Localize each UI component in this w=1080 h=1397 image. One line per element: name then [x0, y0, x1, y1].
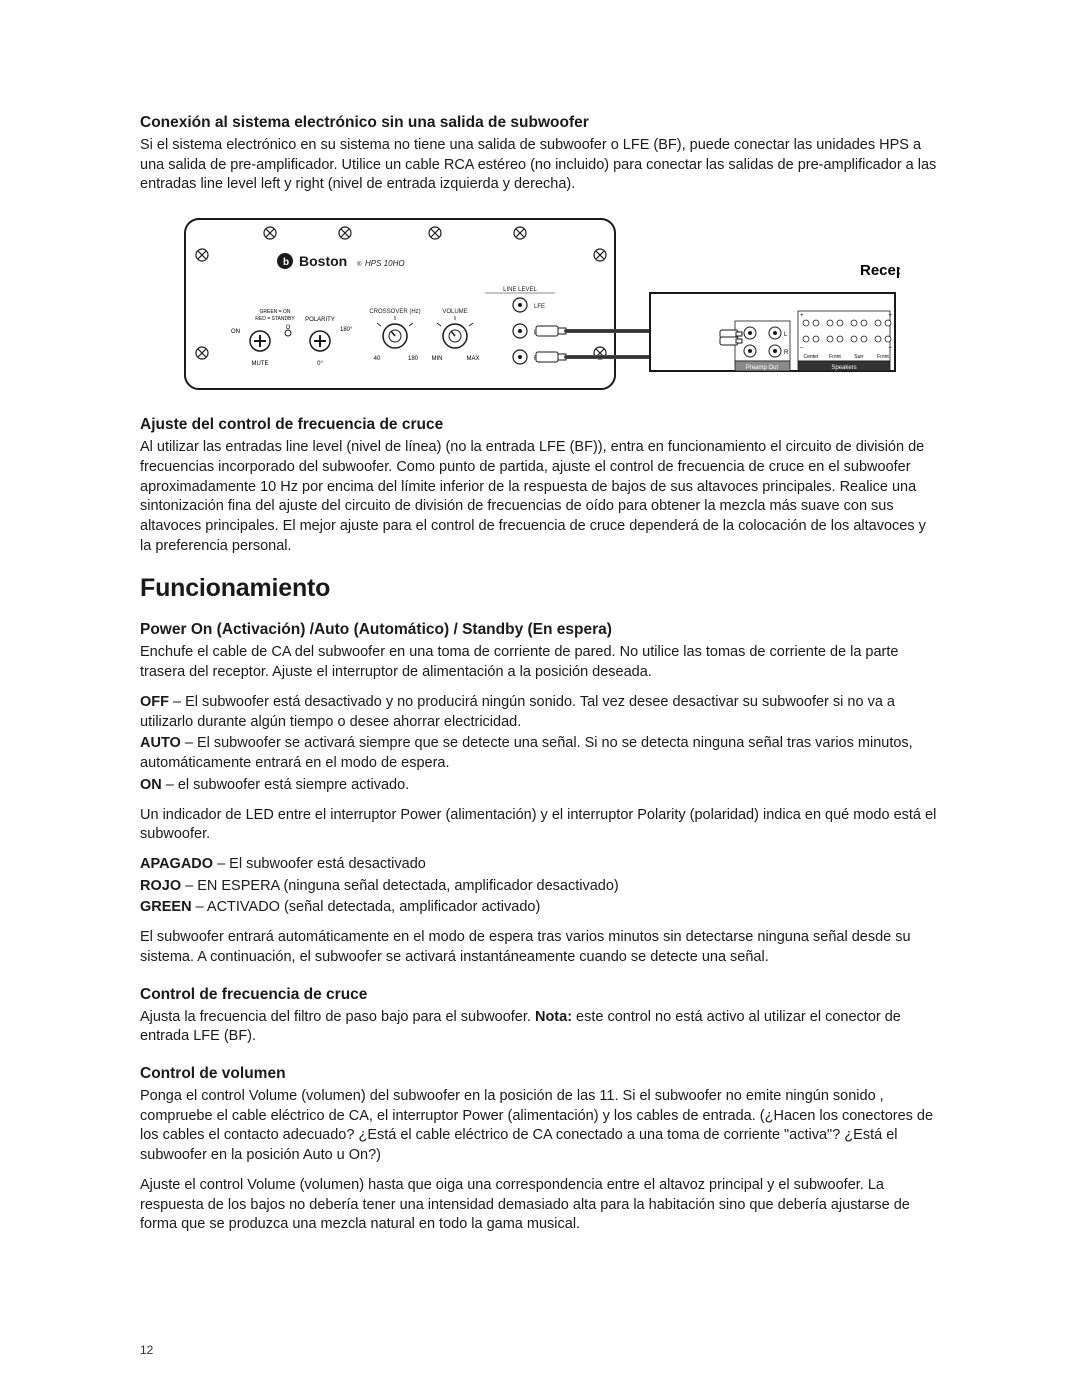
svg-text:LINE LEVEL: LINE LEVEL [503, 287, 537, 293]
section-heading-connection: Conexión al sistema electrónico sin una … [140, 114, 940, 132]
label-rojo: ROJO [140, 878, 181, 894]
svg-text:0°: 0° [317, 361, 323, 367]
svg-text:HPS 10HO: HPS 10HO [365, 259, 405, 268]
page-number: 12 [140, 1343, 153, 1357]
label-green: GREEN [140, 899, 192, 915]
svg-text:Center: Center [803, 354, 818, 360]
svg-text:Boston: Boston [299, 253, 347, 269]
svg-text:Preamp Out: Preamp Out [746, 365, 779, 371]
text-on: – el subwoofer está siempre activado. [162, 777, 409, 793]
svg-text:180: 180 [408, 356, 419, 362]
svg-text:180°: 180° [340, 327, 353, 333]
volume-p2: Ajuste el control Volume (volumen) hasta… [140, 1176, 940, 1235]
text-rojo: – EN ESPERA (ninguna señal detectada, am… [181, 878, 619, 894]
led-green: GREEN – ACTIVADO (señal detectada, ampli… [140, 898, 940, 918]
svg-text:Front: Front [877, 354, 889, 360]
svg-text:O: O [286, 325, 291, 331]
svg-text:MAX: MAX [466, 356, 479, 362]
crossover-control-body: Ajusta la frecuencia del filtro de paso … [140, 1008, 940, 1047]
main-heading-operation: Funcionamiento [140, 574, 940, 603]
mode-off: OFF – El subwoofer está desactivado y no… [140, 693, 940, 732]
text-off: – El subwoofer está desactivado y no pro… [140, 694, 895, 730]
svg-text:MUTE: MUTE [252, 361, 269, 367]
svg-text:POLARITY: POLARITY [305, 317, 335, 323]
svg-text:GREEN = ON: GREEN = ON [260, 309, 291, 315]
svg-text:R: R [784, 350, 789, 356]
svg-text:CROSSOVER (Hz): CROSSOVER (Hz) [369, 309, 420, 315]
manual-page: Conexión al sistema electrónico sin una … [0, 0, 1080, 1397]
mode-auto: AUTO – El subwoofer se activará siempre … [140, 734, 940, 773]
svg-text:VOLUME: VOLUME [442, 309, 467, 315]
led-rojo: ROJO – EN ESPERA (ninguna señal detectad… [140, 877, 940, 897]
section-heading-crossover-control: Control de frecuencia de cruce [140, 986, 940, 1004]
svg-text:Surr: Surr [854, 354, 864, 360]
text-apagado: – El subwoofer está desactivado [213, 856, 426, 872]
section-body-connection: Si el sistema electrónico en su sistema … [140, 136, 940, 195]
label-off: OFF [140, 694, 169, 710]
crossover-pre: Ajusta la frecuencia del filtro de paso … [140, 1009, 535, 1025]
svg-text:Receptor: Receptor [860, 262, 900, 279]
svg-text:+: + [888, 313, 892, 319]
power-intro: Enchufe el cable de CA del subwoofer en … [140, 643, 940, 682]
svg-text:ON: ON [231, 329, 240, 335]
section-heading-power: Power On (Activación) /Auto (Automático)… [140, 621, 940, 639]
connection-diagram: b Boston ® HPS 10HO LINE LEVEL LFE L [180, 213, 900, 398]
led-apagado: APAGADO – El subwoofer está desactivado [140, 855, 940, 875]
text-auto: – El subwoofer se activará siempre que s… [140, 735, 913, 771]
nota-label: Nota: [535, 1009, 572, 1025]
label-auto: AUTO [140, 735, 181, 751]
volume-p1: Ponga el control Volume (volumen) del su… [140, 1087, 940, 1166]
standby-summary: El subwoofer entrará automáticamente en … [140, 928, 940, 967]
svg-text:Front: Front [829, 354, 841, 360]
led-intro: Un indicador de LED entre el interruptor… [140, 806, 940, 845]
label-on: ON [140, 777, 162, 793]
svg-text:Speakers: Speakers [831, 365, 856, 371]
text-green: – ACTIVADO (señal detectada, amplificado… [192, 899, 541, 915]
svg-text:LFE: LFE [534, 304, 545, 310]
section-body-crossover-adjust: Al utilizar las entradas line level (niv… [140, 438, 940, 556]
svg-text:40: 40 [374, 356, 381, 362]
svg-text:MIN: MIN [432, 356, 443, 362]
svg-text:+: + [800, 313, 804, 319]
section-heading-volume: Control de volumen [140, 1065, 940, 1083]
svg-text:b: b [283, 257, 289, 268]
section-heading-crossover-adjust: Ajuste del control de frecuencia de cruc… [140, 416, 940, 434]
mode-on: ON – el subwoofer está siempre activado. [140, 776, 940, 796]
svg-text:®: ® [357, 261, 362, 268]
label-apagado: APAGADO [140, 856, 213, 872]
svg-text:RED = STANDBY: RED = STANDBY [255, 316, 295, 322]
